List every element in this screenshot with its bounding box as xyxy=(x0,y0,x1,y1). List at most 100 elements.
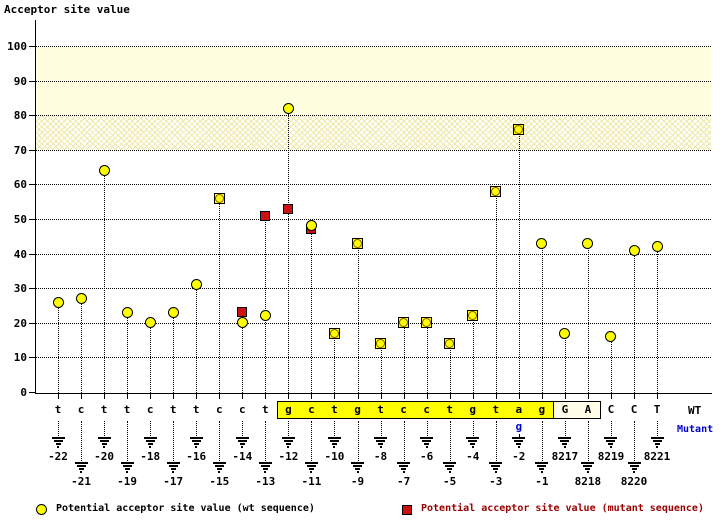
ground-symbol xyxy=(218,471,221,473)
position-connector xyxy=(426,421,428,436)
marker-stem xyxy=(518,129,520,393)
position-connector xyxy=(634,421,635,461)
y-axis-tick xyxy=(29,80,36,82)
position-connector xyxy=(150,421,152,436)
y-axis-tick xyxy=(29,288,36,290)
wt-marker[interactable] xyxy=(651,241,663,253)
position-label: -21 xyxy=(71,475,91,488)
ground-symbol xyxy=(466,437,480,439)
wt-marker[interactable] xyxy=(605,331,617,343)
position-label: -14 xyxy=(232,450,253,463)
gridline xyxy=(36,46,711,47)
ground-symbol xyxy=(308,468,314,470)
wt-mutant-marker[interactable] xyxy=(467,310,479,322)
ground-symbol xyxy=(189,437,203,439)
wt-mutant-marker[interactable] xyxy=(490,185,502,197)
ground-symbol xyxy=(212,462,226,464)
wt-marker[interactable] xyxy=(582,237,594,249)
ground-symbol xyxy=(214,465,224,467)
x-axis-baseline xyxy=(35,393,712,394)
marker-stem xyxy=(334,333,336,393)
wt-marker[interactable] xyxy=(190,279,202,291)
wt-mutant-marker[interactable] xyxy=(352,237,364,249)
ground-symbol xyxy=(608,443,614,445)
ground-symbol xyxy=(145,440,155,442)
ground-symbol xyxy=(143,437,157,439)
ground-symbol xyxy=(262,468,268,470)
mutant-marker[interactable] xyxy=(237,307,248,318)
y-axis-tick xyxy=(29,322,36,324)
column-tick xyxy=(311,394,313,399)
position-label: -17 xyxy=(163,475,184,488)
mutant-marker[interactable] xyxy=(260,210,271,221)
wt-marker[interactable] xyxy=(305,220,317,232)
wt-marker[interactable] xyxy=(98,165,110,177)
ground-symbol xyxy=(650,437,664,439)
marker-stem xyxy=(472,315,474,393)
gridline xyxy=(36,184,711,186)
column-tick xyxy=(587,394,589,399)
wt-mutant-marker[interactable] xyxy=(421,317,433,329)
wt-mutant-marker[interactable] xyxy=(375,338,387,350)
marker-stem xyxy=(150,322,152,393)
ground-symbol xyxy=(583,465,593,467)
wt-mutant-marker[interactable] xyxy=(513,123,525,135)
position-connector xyxy=(380,421,382,436)
y-axis-line xyxy=(35,20,36,393)
ground-symbol xyxy=(331,443,337,445)
wt-mutant-marker[interactable] xyxy=(328,327,340,339)
sequence-base: g xyxy=(469,403,477,416)
wt-mutant-marker[interactable] xyxy=(213,192,225,204)
ground-symbol xyxy=(287,446,290,448)
position-label: -13 xyxy=(255,475,276,488)
position-label: -9 xyxy=(350,475,365,488)
y-axis-tick xyxy=(29,46,36,47)
position-connector xyxy=(196,421,198,436)
ground-symbol xyxy=(604,437,618,439)
sequence-base: c xyxy=(239,403,246,416)
wt-marker[interactable] xyxy=(628,244,640,256)
column-tick xyxy=(541,394,543,399)
ground-symbol xyxy=(652,440,662,442)
wt-marker[interactable] xyxy=(259,310,271,322)
ground-symbol xyxy=(512,437,526,439)
ground-symbol xyxy=(397,462,411,464)
position-label: -11 xyxy=(301,475,322,488)
sequence-base: c xyxy=(146,403,154,416)
marker-stem xyxy=(58,302,59,393)
position-connector xyxy=(518,434,520,436)
wt-marker[interactable] xyxy=(167,306,179,318)
position-label: -15 xyxy=(209,475,230,488)
ground-symbol xyxy=(195,446,198,448)
wt-marker[interactable] xyxy=(121,306,133,318)
ground-symbol xyxy=(216,468,222,470)
position-connector xyxy=(472,421,474,436)
wt-mutant-marker[interactable] xyxy=(444,338,456,350)
wt-marker[interactable] xyxy=(536,237,548,249)
position-connector xyxy=(495,421,497,461)
position-connector xyxy=(288,421,290,436)
ground-symbol xyxy=(654,443,660,445)
ground-symbol xyxy=(168,465,178,467)
wt-marker[interactable] xyxy=(282,102,294,114)
wt-marker[interactable] xyxy=(52,296,64,308)
ground-symbol xyxy=(402,471,405,473)
gridline xyxy=(36,115,711,117)
ground-symbol xyxy=(51,437,65,439)
wt-marker[interactable] xyxy=(236,317,248,329)
wt-marker[interactable] xyxy=(75,293,87,305)
marker-stem xyxy=(403,322,405,393)
ground-symbol xyxy=(356,471,359,473)
mutant-marker[interactable] xyxy=(283,203,294,214)
wt-mutant-marker[interactable] xyxy=(398,317,410,329)
ground-symbol xyxy=(351,462,365,464)
sequence-base: t xyxy=(192,403,200,416)
y-tick-label: 20 xyxy=(13,316,27,330)
ground-symbol xyxy=(193,443,199,445)
column-tick xyxy=(610,394,612,399)
ground-symbol xyxy=(149,446,152,448)
wt-marker[interactable] xyxy=(559,327,571,339)
sequence-base: t xyxy=(54,403,62,416)
wt-marker[interactable] xyxy=(144,317,156,329)
column-tick xyxy=(150,394,152,399)
